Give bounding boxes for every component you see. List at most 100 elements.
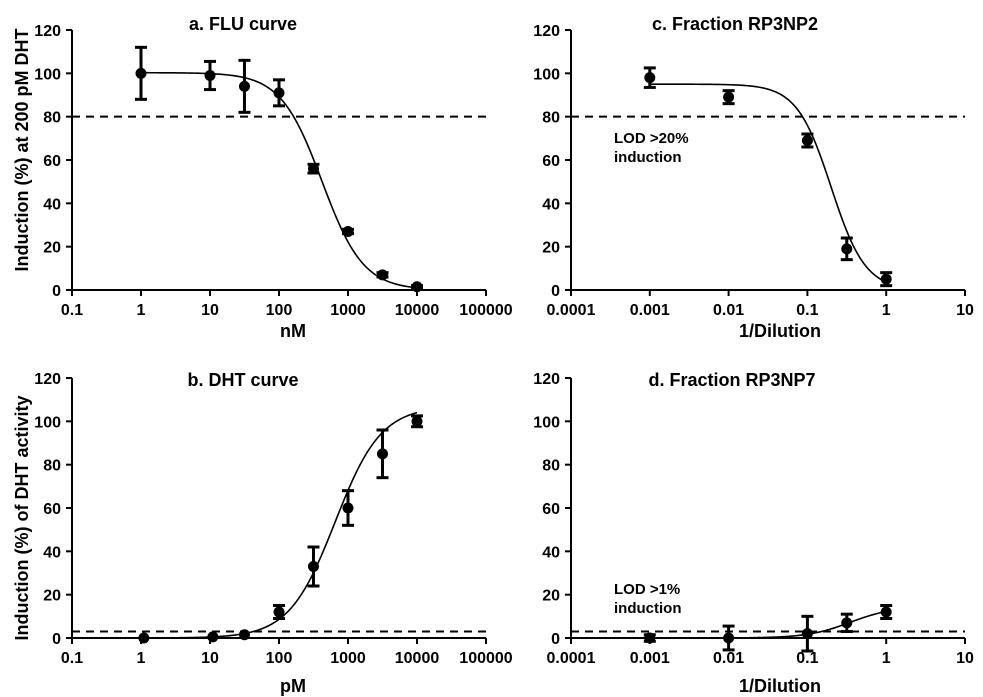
data-point [376,448,388,460]
x-tick-label: 1000 [330,650,366,667]
y-tick-label: 20 [43,240,61,257]
data-point [273,606,285,618]
data-point [207,631,219,643]
y-tick-label: 0 [52,283,61,300]
data-point [342,226,354,237]
y-tick-label: 120 [533,371,560,388]
chart-title: d. Fraction RP3NP7 [648,370,815,390]
ylabel-bottom: Induction (%) of DHT activity [12,396,32,641]
x-tick-label: 10 [956,650,974,667]
data-point [723,91,735,103]
x-tick-label: 0.1 [796,302,818,319]
y-tick-label: 20 [542,588,560,605]
data-point [880,606,892,618]
x-tick-label: 0.01 [713,302,744,319]
data-point [644,72,656,84]
panel-flu-curve: 0 20 40 60 80 100 120 0.1 1 10 100 1000 10000 100000 a… [34,14,513,341]
data-point [880,273,892,285]
x-tick-label: 0.1 [61,650,83,667]
data-point [273,87,285,99]
y-tick-label: 80 [43,110,61,127]
x-tick-label: 1000 [330,302,366,319]
x-tick-label: 1 [882,302,891,319]
x-tick-label: 1 [882,650,891,667]
chart-title: b. DHT curve [187,370,298,390]
x-tick-label: 100 [266,650,293,667]
x-tick-label: 0.01 [713,650,744,667]
x-tick-label: 0.1 [796,650,818,667]
y-tick-label: 0 [551,631,560,648]
ylabel-top: Induction (%) at 200 pM DHT [12,28,32,271]
y-tick-label: 80 [542,458,560,475]
x-tick-label: 10000 [395,302,440,319]
x-tick-label: 0.0001 [547,302,596,319]
y-tick-label: 80 [43,458,61,475]
y-tick-label: 120 [533,23,560,40]
y-tick-label: 100 [533,414,560,431]
data-point [841,243,853,255]
data-point [841,617,853,629]
x-tick-label: 10000 [395,650,440,667]
panel-fraction-rp3np2: 0 20 40 60 80 100 120 0.0001 0.001 0.01 0.1 1 10 c. F… [533,14,974,341]
y-tick-label: 60 [542,501,560,518]
x-axis-label: pM [280,676,306,696]
y-tick-label: 100 [533,66,560,83]
x-tick-label: 10 [956,302,974,319]
y-tick-label: 120 [34,23,61,40]
data-point [411,415,423,427]
data-point [138,632,150,644]
data-point [801,628,813,640]
data-point [307,163,319,175]
x-tick-label: 0.0001 [547,650,596,667]
data-point [238,629,250,641]
y-tick-label: 100 [34,66,61,83]
data-point [644,632,656,644]
x-tick-label: 100000 [459,650,512,667]
data-point [135,67,147,79]
y-tick-label: 60 [43,153,61,170]
y-tick-label: 40 [542,544,560,561]
data-point [204,70,216,81]
lod-annotation: LOD >20% [614,130,689,147]
panel-dht-curve: 0 20 40 60 80 100 120 0.1 1 10 100 1000 10000 100000 b… [34,370,513,696]
panel-fraction-rp3np7: 0 20 40 60 80 100 120 0.0001 0.001 0.01 0.1 1 10 d. F… [533,370,974,696]
y-tick-label: 100 [34,414,61,431]
y-tick-label: 80 [542,110,560,127]
x-tick-label: 1 [137,302,146,319]
x-tick-label: 0.1 [61,302,83,319]
x-tick-label: 10 [201,650,219,667]
data-point [238,80,250,92]
y-tick-label: 20 [542,240,560,257]
x-tick-label: 100 [266,302,293,319]
x-axis-label: nM [280,321,306,341]
data-point [723,632,735,644]
y-tick-label: 60 [542,153,560,170]
chart-title: c. Fraction RP3NP2 [652,14,818,34]
y-tick-label: 60 [43,501,61,518]
y-tick-label: 0 [551,283,560,300]
y-tick-label: 120 [34,371,61,388]
x-tick-label: 0.001 [630,302,670,319]
y-tick-label: 40 [43,544,61,561]
x-axis-label: 1/Dilution [739,676,821,696]
y-tick-label: 0 [52,631,61,648]
data-point [801,135,813,146]
y-tick-label: 40 [43,196,61,213]
chart-title: a. FLU curve [189,14,297,34]
data-point [411,281,423,293]
data-point [307,561,319,572]
y-tick-label: 40 [542,196,560,213]
data-point [376,269,388,281]
fit-curve [649,83,887,283]
data-point [342,502,354,514]
x-tick-label: 100000 [459,302,512,319]
x-axis-label: 1/Dilution [739,321,821,341]
x-tick-label: 0.001 [630,650,670,667]
lod-annotation: induction [614,600,682,617]
x-tick-label: 10 [201,302,219,319]
lod-annotation: induction [614,149,682,166]
y-tick-label: 20 [43,588,61,605]
x-tick-label: 1 [137,650,146,667]
lod-annotation: LOD >1% [614,581,680,598]
